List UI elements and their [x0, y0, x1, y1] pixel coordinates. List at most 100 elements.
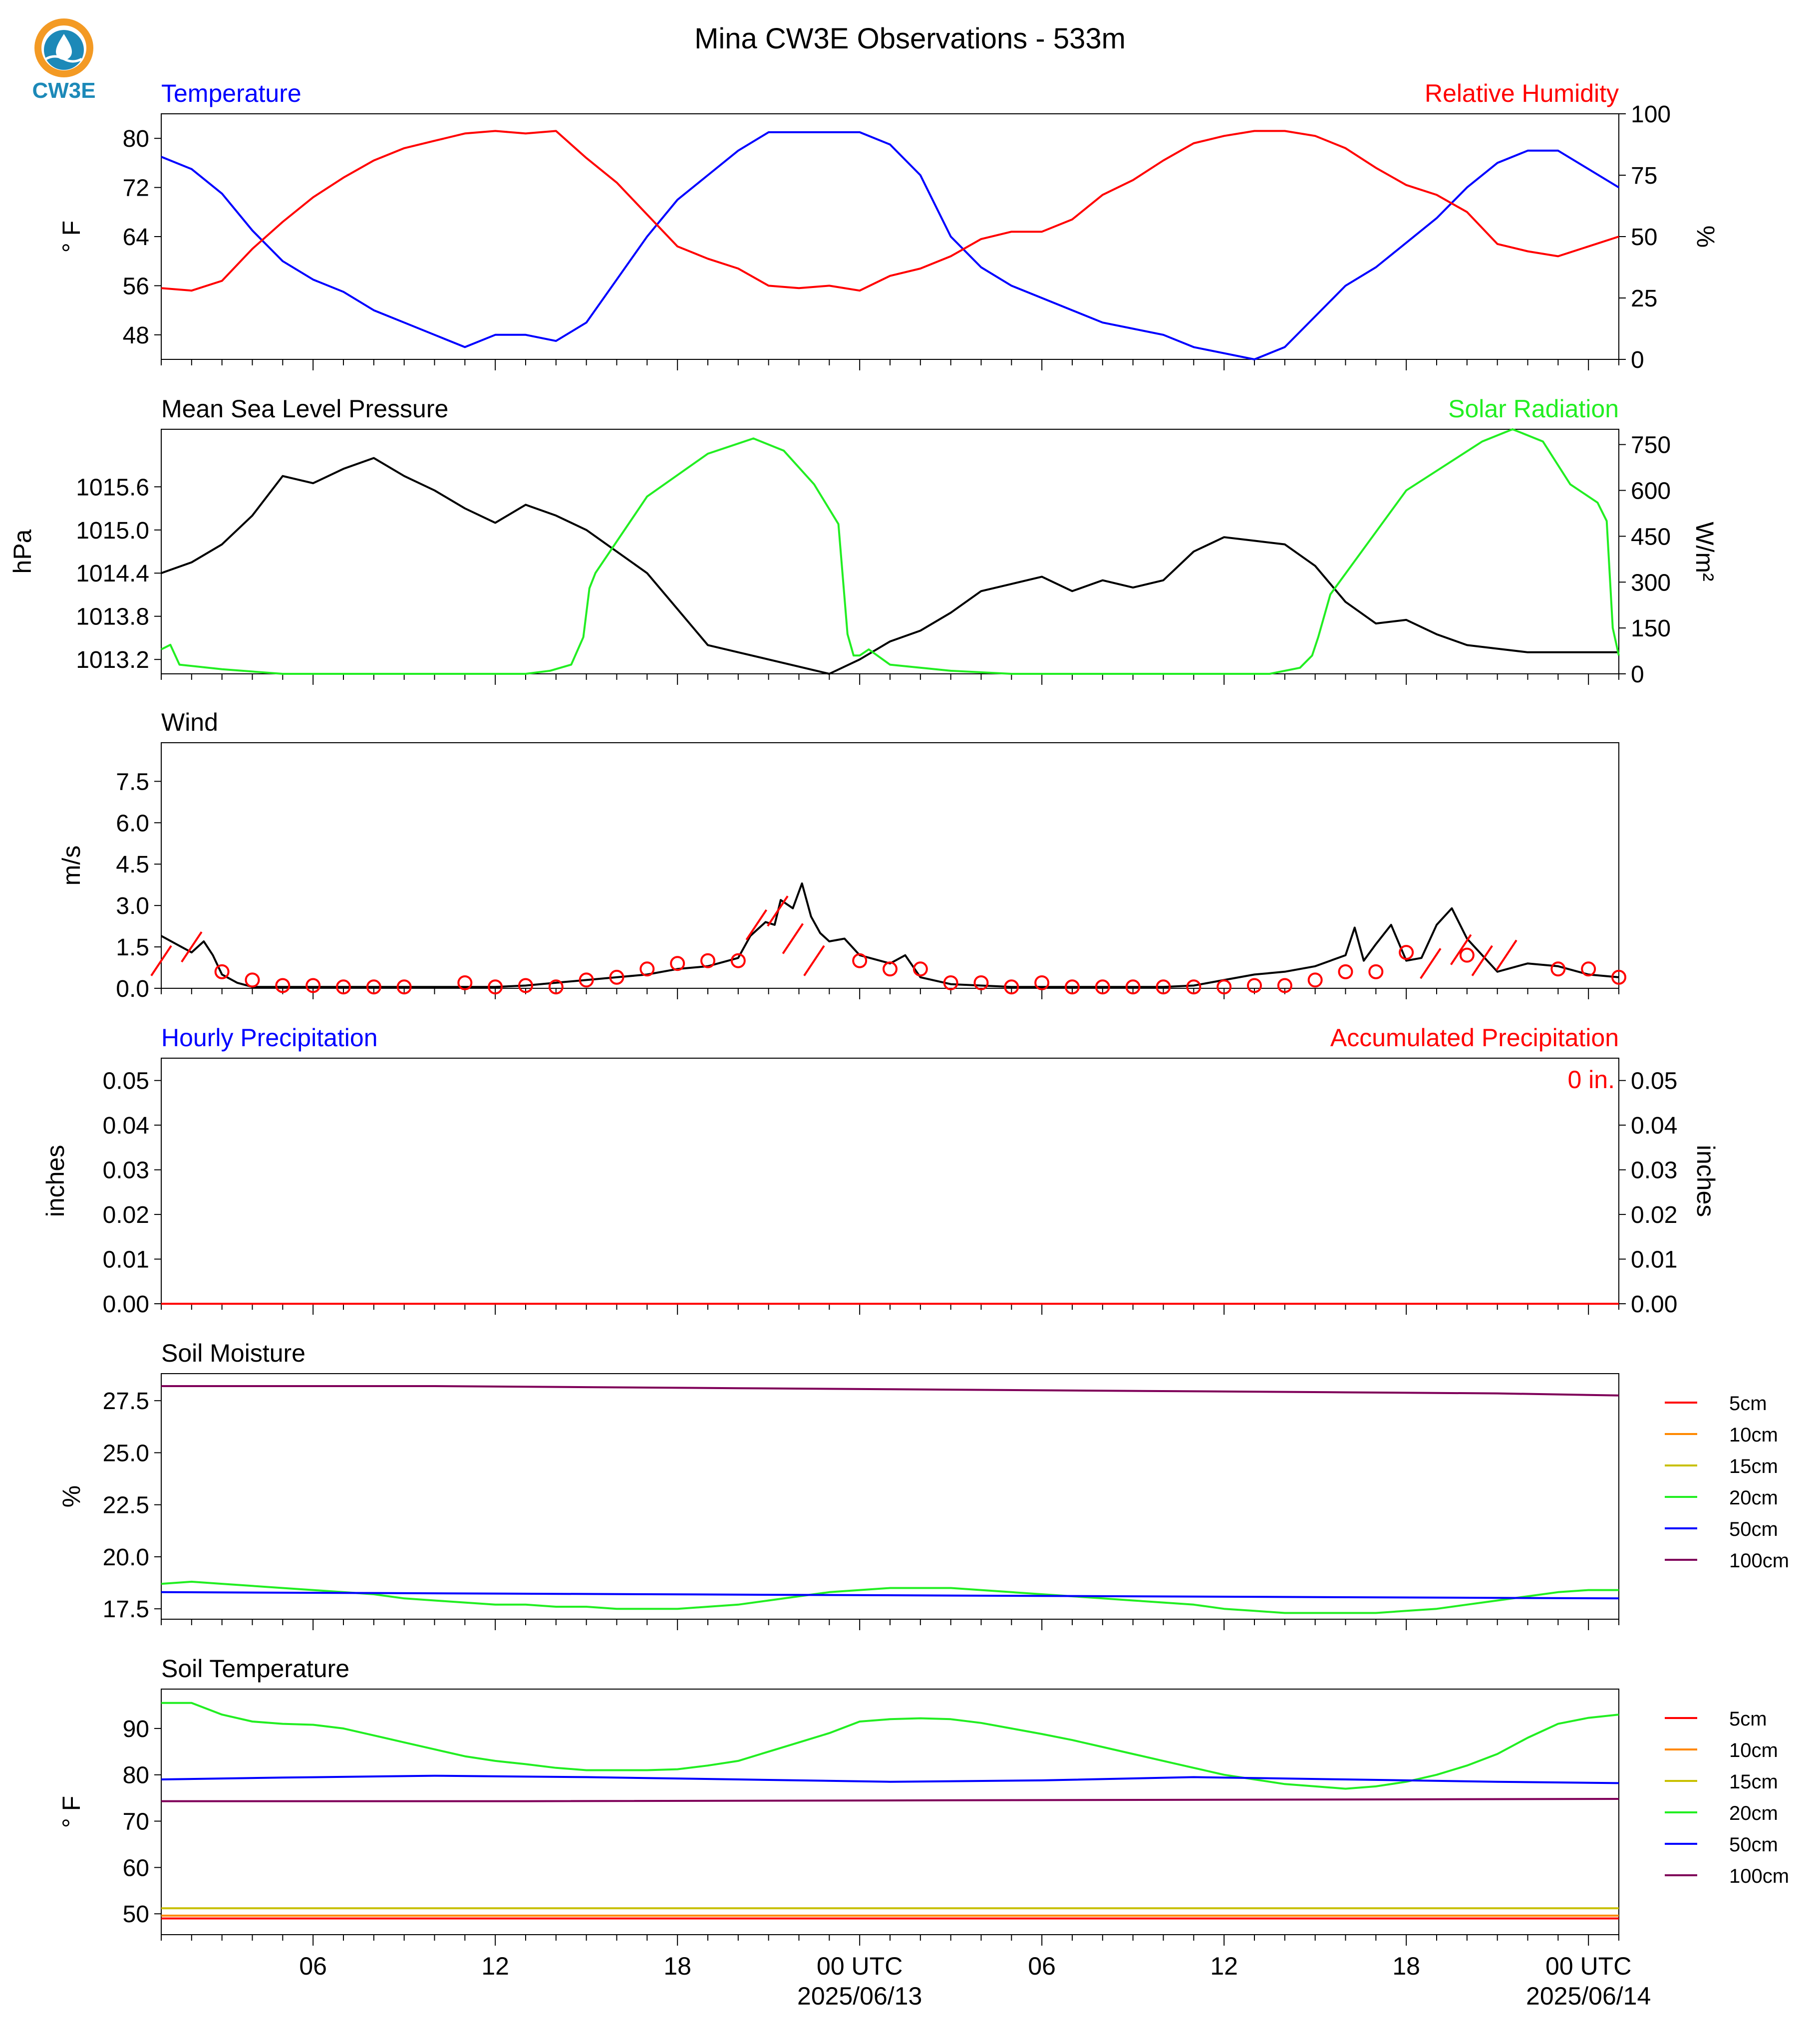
- wind-calm-marker: [488, 979, 503, 995]
- series-line-100cm: [161, 1798, 1619, 1802]
- panel-title-left: Wind: [161, 708, 218, 736]
- panel-title-right: Relative Humidity: [1425, 79, 1619, 107]
- y-tick-label: 0.04: [103, 1113, 149, 1139]
- plot-frame: [161, 1689, 1619, 1935]
- wind-calm-marker: [336, 979, 351, 995]
- wind-calm-marker: [1399, 945, 1414, 960]
- wind-calm-marker: [943, 975, 958, 990]
- wind-calm-marker: [1156, 979, 1171, 995]
- logo-ring-icon: [34, 18, 93, 77]
- y2-axis-label: %: [1692, 226, 1720, 248]
- y2-tick-label: 0: [1631, 347, 1644, 373]
- y2-tick-label: 450: [1631, 524, 1671, 550]
- wind-barb-marker: [150, 945, 172, 976]
- panel-title-right: Accumulated Precipitation: [1330, 1024, 1619, 1052]
- y2-tick-label: 750: [1631, 432, 1671, 459]
- wind-calm-marker: [1186, 979, 1202, 995]
- legend-label: 100cm: [1729, 1550, 1789, 1572]
- y-tick-label: 56: [123, 273, 149, 299]
- y-tick-label: 72: [123, 175, 149, 202]
- series-line-relative-humidity: [161, 130, 1619, 292]
- wind-calm-marker: [1459, 947, 1475, 963]
- wind-calm-marker: [639, 961, 655, 977]
- wind-barb-marker: [1471, 945, 1493, 976]
- y-axis-label: ° F: [57, 221, 85, 253]
- y-tick-label: 50: [123, 1901, 149, 1928]
- y-tick-label: 17.5: [103, 1596, 149, 1623]
- wind-calm-marker: [457, 975, 473, 990]
- logo-wave-icon: [45, 55, 83, 63]
- x-tick-label: 12: [1210, 1952, 1238, 1980]
- series-line-wind: [161, 882, 1619, 988]
- wind-calm-marker: [1034, 975, 1050, 990]
- y-tick-label: 0.01: [103, 1247, 149, 1273]
- y2-tick-label: 0.05: [1631, 1068, 1677, 1095]
- y-tick-label: 25.0: [103, 1440, 149, 1466]
- plot-frame: [161, 1373, 1619, 1620]
- panel-title-left: Mean Sea Level Pressure: [161, 395, 448, 423]
- x-tick-label: 00 UTC: [817, 1952, 903, 1980]
- legend-label: 50cm: [1729, 1518, 1778, 1540]
- wind-barb-marker: [782, 923, 804, 954]
- legend-soil-temperature: 5cm 10cm 15cm 20cm 50cm 100cm: [1665, 1708, 1789, 1887]
- wind-calm-marker: [1368, 964, 1384, 979]
- wind-calm-marker: [214, 964, 230, 979]
- wind-calm-marker: [852, 953, 868, 968]
- y2-tick-label: 0.00: [1631, 1291, 1677, 1318]
- wind-calm-marker: [1095, 979, 1110, 995]
- wind-calm-marker: [366, 979, 381, 995]
- wind-calm-marker: [609, 969, 624, 985]
- wind-calm-marker: [1125, 979, 1141, 995]
- y2-tick-label: 0.04: [1631, 1113, 1677, 1139]
- panel-title-left: Soil Temperature: [161, 1655, 349, 1683]
- chart-panel-4: Hourly Precipitation Accumulated Precipit…: [41, 1024, 1720, 1318]
- wind-calm-marker: [1307, 972, 1323, 988]
- legend-label: 10cm: [1729, 1424, 1778, 1446]
- panel-title-left: Soil Moisture: [161, 1339, 305, 1367]
- x-tick-label: 18: [663, 1952, 691, 1980]
- plot-frame: [161, 1058, 1619, 1304]
- plot-frame: [161, 429, 1619, 674]
- wind-calm-marker: [1611, 969, 1626, 985]
- y-tick-label: 0.00: [103, 1291, 149, 1318]
- y2-tick-label: 150: [1631, 615, 1671, 642]
- y2-tick-label: 25: [1631, 286, 1657, 312]
- wind-calm-marker: [1247, 978, 1262, 993]
- y-tick-label: 48: [123, 322, 149, 349]
- legend-label: 15cm: [1729, 1771, 1778, 1793]
- wind-calm-marker: [548, 979, 564, 995]
- wind-calm-marker: [700, 953, 715, 968]
- plot-frame: [161, 113, 1619, 360]
- wind-calm-marker: [1216, 979, 1232, 995]
- wind-calm-marker: [1550, 961, 1566, 977]
- accumulated-total-label: 0 in.: [1567, 1066, 1615, 1094]
- x-tick-label: 00 UTC: [1545, 1952, 1631, 1980]
- y2-tick-label: 0.01: [1631, 1247, 1677, 1273]
- y-tick-label: 1015.6: [76, 474, 149, 501]
- legend-soil-moisture: 5cm 10cm 15cm 20cm 50cm 100cm: [1665, 1393, 1789, 1572]
- legend-label: 15cm: [1729, 1455, 1778, 1477]
- y-tick-label: 1.5: [116, 934, 149, 961]
- series-line-50cm: [161, 1591, 1619, 1600]
- y-tick-label: 0.05: [103, 1068, 149, 1095]
- y-tick-label: 3.0: [116, 893, 149, 919]
- chart-panel-1: Temperature Relative Humidity 48 56 64 72 80 ° …: [57, 79, 1720, 373]
- y2-tick-label: 50: [1631, 224, 1657, 251]
- y-axis-label: hPa: [8, 529, 36, 574]
- wind-calm-marker: [396, 979, 412, 995]
- y2-tick-label: 75: [1631, 163, 1657, 189]
- wind-calm-marker: [912, 961, 928, 977]
- logo-text: CW3E: [32, 78, 95, 103]
- wind-calm-marker: [1004, 979, 1019, 995]
- wind-barb-marker: [1450, 934, 1472, 965]
- wind-calm-marker: [670, 956, 685, 971]
- y-axis-label: inches: [41, 1145, 69, 1217]
- series-line-temperature: [161, 131, 1620, 360]
- y2-axis-label: W/m²: [1691, 522, 1719, 581]
- panel-title-left: Hourly Precipitation: [161, 1024, 378, 1052]
- wind-barb-marker: [803, 945, 825, 976]
- series-line-20cm: [161, 1702, 1619, 1790]
- wind-calm-marker: [1581, 961, 1596, 977]
- y-tick-label: 1014.4: [76, 561, 149, 587]
- y-axis-label: ° F: [57, 1796, 85, 1828]
